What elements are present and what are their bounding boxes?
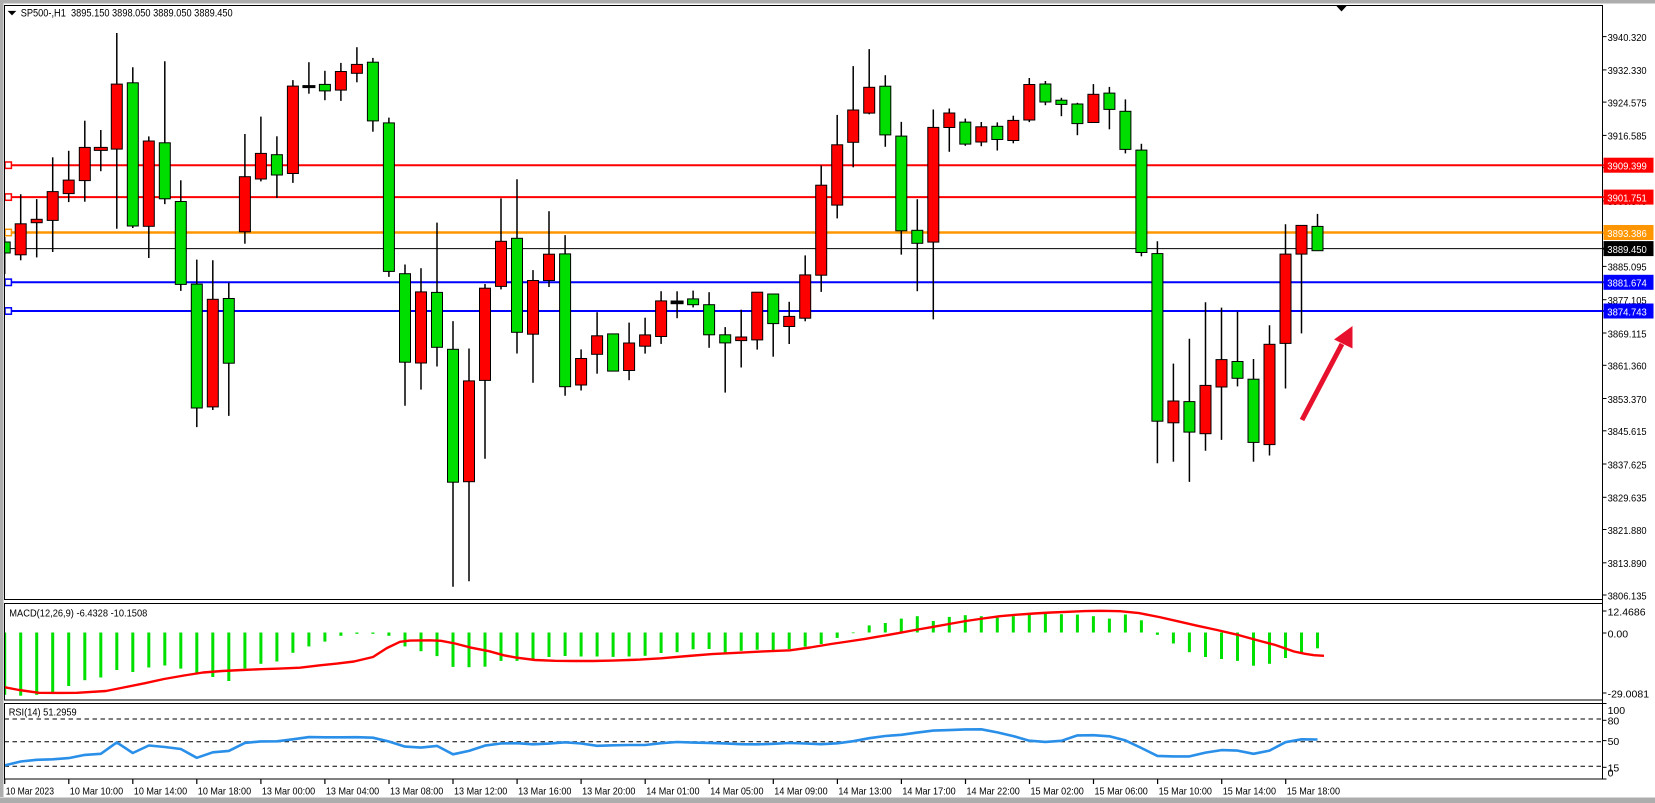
svg-text:50: 50	[1608, 736, 1620, 748]
svg-text:3813.890: 3813.890	[1608, 558, 1647, 570]
svg-text:3869.115: 3869.115	[1608, 328, 1647, 340]
svg-text:15 Mar 18:00: 15 Mar 18:00	[1287, 786, 1340, 798]
svg-text:14 Mar 22:00: 14 Mar 22:00	[967, 786, 1020, 798]
svg-text:15: 15	[1608, 763, 1620, 775]
svg-text:3853.370: 3853.370	[1608, 394, 1647, 406]
svg-text:12.4686: 12.4686	[1608, 606, 1646, 618]
svg-text:15 Mar 02:00: 15 Mar 02:00	[1031, 786, 1084, 798]
svg-text:13 Mar 12:00: 13 Mar 12:00	[454, 786, 507, 798]
svg-text:3885.095: 3885.095	[1608, 262, 1647, 274]
svg-text:10 Mar 14:00: 10 Mar 14:00	[134, 786, 187, 798]
svg-text:3940.320: 3940.320	[1608, 32, 1647, 44]
svg-text:13 Mar 00:00: 13 Mar 00:00	[262, 786, 315, 798]
svg-text:3901.751: 3901.751	[1607, 192, 1647, 204]
svg-text:3889.450: 3889.450	[1607, 244, 1647, 256]
svg-text:0: 0	[1608, 768, 1614, 780]
svg-text:3845.615: 3845.615	[1608, 426, 1647, 438]
svg-text:10 Mar 10:00: 10 Mar 10:00	[70, 786, 123, 798]
svg-text:13 Mar 20:00: 13 Mar 20:00	[582, 786, 635, 798]
svg-text:3829.635: 3829.635	[1608, 493, 1647, 505]
svg-text:13 Mar 04:00: 13 Mar 04:00	[326, 786, 379, 798]
svg-text:3916.585: 3916.585	[1608, 131, 1647, 143]
svg-text:80: 80	[1608, 716, 1620, 728]
svg-text:0.00: 0.00	[1608, 628, 1629, 640]
svg-text:3893.386: 3893.386	[1607, 228, 1647, 240]
svg-text:MACD(12,26,9) -6.4328 -10.1508: MACD(12,26,9) -6.4328 -10.1508	[9, 607, 147, 619]
svg-text:3821.880: 3821.880	[1608, 525, 1647, 537]
svg-text:3881.674: 3881.674	[1607, 278, 1647, 290]
svg-text:10 Mar 18:00: 10 Mar 18:00	[198, 786, 251, 798]
svg-text:3806.135: 3806.135	[1608, 590, 1647, 602]
svg-text:14 Mar 13:00: 14 Mar 13:00	[838, 786, 891, 798]
svg-text:3874.743: 3874.743	[1607, 306, 1647, 318]
svg-text:15 Mar 14:00: 15 Mar 14:00	[1223, 786, 1276, 798]
svg-text:10 Mar 2023: 10 Mar 2023	[6, 786, 54, 798]
svg-text:3932.330: 3932.330	[1608, 65, 1647, 77]
svg-text:13 Mar 08:00: 13 Mar 08:00	[390, 786, 443, 798]
svg-text:14 Mar 17:00: 14 Mar 17:00	[902, 786, 955, 798]
svg-text:-29.0081: -29.0081	[1608, 688, 1650, 700]
svg-text:14 Mar 05:00: 14 Mar 05:00	[710, 786, 763, 798]
svg-text:3861.360: 3861.360	[1608, 361, 1647, 373]
svg-text:100: 100	[1608, 705, 1626, 717]
svg-text:3837.625: 3837.625	[1608, 459, 1647, 471]
svg-text:3909.399: 3909.399	[1607, 161, 1647, 173]
svg-text:14 Mar 01:00: 14 Mar 01:00	[646, 786, 699, 798]
svg-text:13 Mar 16:00: 13 Mar 16:00	[518, 786, 571, 798]
svg-text:SP500-,H1 3895.150 3898.050 3: SP500-,H1 3895.150 3898.050 3889.050 388…	[21, 7, 233, 19]
svg-text:14 Mar 09:00: 14 Mar 09:00	[774, 786, 827, 798]
svg-text:3924.575: 3924.575	[1608, 97, 1647, 109]
svg-text:15 Mar 10:00: 15 Mar 10:00	[1159, 786, 1212, 798]
svg-text:RSI(14) 51.2959: RSI(14) 51.2959	[9, 706, 77, 718]
svg-text:15 Mar 06:00: 15 Mar 06:00	[1095, 786, 1148, 798]
